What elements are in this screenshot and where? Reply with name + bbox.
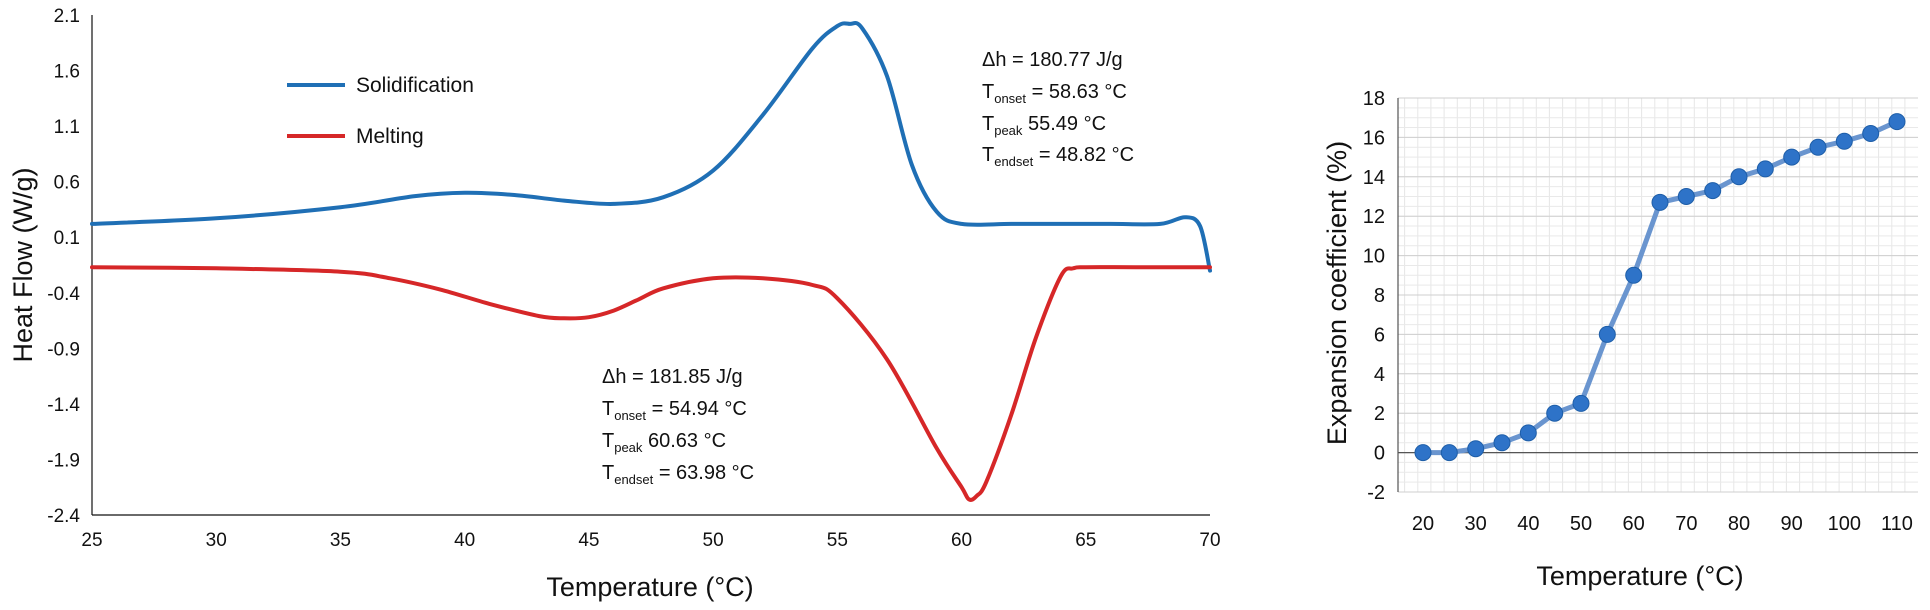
expansion-data-point [1625,266,1643,284]
dsc-y-tick-labels: 2.1 1.6 1.1 0.6 0.1 -0.4 -0.9 -1.4 -1.9 -2.4 [47,6,80,527]
expansion-y-tick-label: 14 [1363,167,1385,189]
expansion-data-point [1704,182,1722,200]
expansion-data-point [1572,394,1590,412]
melt-tpeak: Tpeak 60.63 °C [602,430,726,455]
dsc-y-tick-label: 0.1 [54,228,80,249]
expansion-x-tick-label: 80 [1728,513,1750,535]
expansion-data-point [1730,168,1748,186]
dsc-chart: 2.1 1.6 1.1 0.6 0.1 -0.4 -0.9 -1.4 -1.9 -2.4 25 30… [8,6,1221,602]
dsc-x-tick-label: 70 [1199,530,1220,551]
expansion-x-tick-label: 70 [1675,513,1697,535]
melt-tonset: Tonset = 54.94 °C [602,398,747,423]
expansion-data-point [1598,325,1616,343]
dsc-x-tick-label: 25 [81,530,102,551]
expansion-data-point [1835,132,1853,150]
dsc-x-tick-label: 40 [454,530,475,551]
dsc-x-tick-label: 55 [827,530,848,551]
dsc-y-tick-label: -1.4 [47,395,80,416]
dsc-y-tick-label: 2.1 [54,6,80,27]
expansion-data-point [1809,138,1827,156]
dsc-series-group [90,21,1212,502]
dsc-x-tick-label: 50 [703,530,724,551]
expansion-y-tick-label: 18 [1363,88,1385,110]
expansion-y-tick-label: -2 [1367,482,1385,504]
expansion-grid [1398,97,1918,493]
expansion-x-tick-label: 40 [1517,513,1539,535]
dsc-x-tick-labels: 25 30 35 40 45 50 55 60 65 70 [81,530,1220,551]
dsc-y-axis-label: Heat Flow (W/g) [8,167,38,362]
dsc-y-tick-label: 1.6 [54,62,80,83]
expansion-y-tick-label: 16 [1363,127,1385,149]
expansion-series-group [1414,113,1906,462]
expansion-x-tick-label: 90 [1781,513,1803,535]
melt-tendset: Tendset = 63.98 °C [602,462,754,487]
expansion-data-point [1651,193,1669,211]
expansion-x-tick-label: 30 [1465,513,1487,535]
expansion-y-tick-label: 8 [1374,285,1385,307]
expansion-data-point [1756,160,1774,178]
dsc-y-tick-label: -0.9 [47,339,80,360]
solid-tonset: Tonset = 58.63 °C [982,81,1127,106]
expansion-data-point [1519,424,1537,442]
expansion-y-tick-label: 12 [1363,206,1385,228]
dsc-x-tick-label: 65 [1075,530,1096,551]
expansion-data-point [1546,404,1564,422]
expansion-data-point [1862,125,1880,142]
dsc-x-tick-label: 30 [206,530,227,551]
legend-solidification-label: Solidification [356,74,474,97]
expansion-y-tick-label: 6 [1374,324,1385,346]
expansion-data-point [1677,188,1695,205]
dsc-x-tick-label: 35 [330,530,351,551]
dsc-x-tick-label: 45 [578,530,599,551]
expansion-y-tick-label: 2 [1374,403,1385,425]
expansion-y-axis-label: Expansion coefficient (%) [1322,141,1352,445]
expansion-y-tick-labels: 18 16 14 12 10 8 6 4 2 0 -2 [1363,88,1385,504]
expansion-y-tick-label: 10 [1363,246,1385,268]
expansion-x-tick-label: 60 [1623,513,1645,535]
expansion-y-tick-label: 4 [1374,364,1385,386]
expansion-x-tick-labels: 20 30 40 50 60 70 80 90 100 110 [1412,513,1913,535]
dsc-x-tick-label: 60 [951,530,972,551]
dsc-series-line-melting [90,265,1212,502]
expansion-x-tick-label: 50 [1570,513,1592,535]
dsc-x-axis-label: Temperature (°C) [546,572,753,602]
dsc-legend: Solidification Melting [287,74,474,148]
expansion-data-point [1888,113,1906,131]
expansion-data-point [1414,444,1432,462]
expansion-data-point [1440,444,1458,462]
expansion-x-tick-label: 20 [1412,513,1434,535]
melting-annotation: Δh = 181.85 J/g Tonset = 54.94 °C Tpeak … [602,366,754,487]
expansion-x-tick-label: 100 [1828,513,1861,535]
solid-dh: Δh = 180.77 J/g [982,49,1123,71]
dsc-y-tick-label: -1.9 [47,450,80,471]
melt-dh: Δh = 181.85 J/g [602,366,743,388]
expansion-x-axis-label: Temperature (°C) [1536,561,1743,591]
expansion-data-point [1467,440,1485,458]
solid-tendset: Tendset = 48.82 °C [982,144,1134,169]
solid-tpeak: Tpeak 55.49 °C [982,113,1106,138]
dsc-y-tick-label: 1.1 [54,117,80,138]
dsc-y-tick-label: -0.4 [47,284,80,305]
legend-melting-label: Melting [356,125,424,148]
expansion-data-point [1783,148,1801,166]
solidification-annotation: Δh = 180.77 J/g Tonset = 58.63 °C Tpeak … [982,49,1134,169]
dsc-y-tick-label: 0.6 [54,173,80,194]
expansion-y-tick-label: 0 [1374,443,1385,465]
dsc-series-line-solidification [90,21,1212,273]
expansion-data-point [1493,434,1511,452]
expansion-x-tick-label: 110 [1881,513,1913,535]
dsc-y-tick-label: -2.4 [47,506,80,527]
